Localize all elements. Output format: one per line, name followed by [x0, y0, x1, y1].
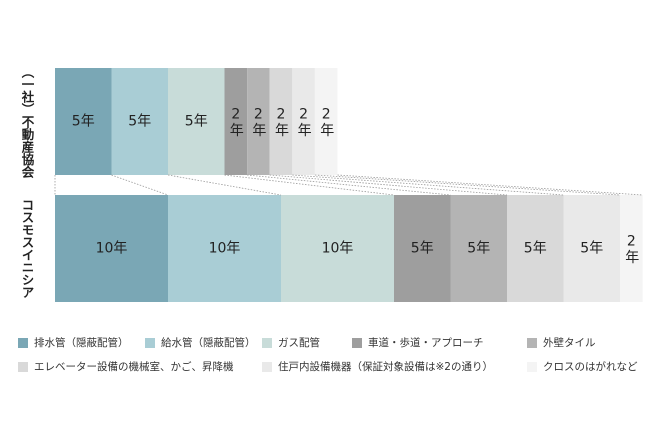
bar-segment — [281, 195, 394, 302]
bar-segment — [563, 195, 620, 302]
connector — [167, 174, 282, 196]
value-label: 5年 — [72, 114, 95, 130]
connector — [247, 174, 451, 196]
legend-swatch — [527, 338, 537, 348]
legend-swatch — [18, 338, 28, 348]
bar-segment — [55, 195, 168, 302]
category-label: （一社）不動産協会 — [20, 65, 35, 178]
value-label: 10年 — [322, 241, 354, 257]
bar-segment — [507, 195, 564, 302]
value-label: 5年 — [411, 241, 434, 257]
bar-segment — [269, 68, 293, 175]
legend-swatch — [527, 362, 537, 372]
bar-segment — [292, 68, 315, 175]
value-label: 5年 — [467, 241, 490, 257]
category-label: コスモスイニシア — [20, 199, 35, 299]
value-label: 2年 — [296, 107, 312, 137]
connector — [269, 174, 508, 196]
legend-label: 給水管（隠蔽配管） — [161, 336, 256, 349]
legend-label: 車道・歩道・アプローチ — [368, 336, 484, 349]
legend-label: エレベーター設備の機械室、かご、昇降機 — [34, 360, 234, 373]
bar-segment — [168, 195, 281, 302]
connector — [292, 174, 564, 196]
legend-swatch — [145, 338, 155, 348]
bar-segment — [111, 68, 168, 175]
value-label: 2年 — [250, 107, 266, 137]
legend-label: 排水管（隠蔽配管） — [34, 336, 129, 349]
connector — [224, 174, 395, 196]
bar-segment — [450, 195, 507, 302]
bar-segment — [168, 68, 225, 175]
legend-swatch — [262, 362, 272, 372]
legend-swatch — [262, 338, 272, 348]
value-label: 5年 — [524, 241, 547, 257]
bar-segment — [394, 195, 451, 302]
bar-segment — [314, 68, 338, 175]
connector — [337, 174, 643, 196]
value-label: 2年 — [273, 107, 289, 137]
legend-swatch — [352, 338, 362, 348]
bar-segment — [247, 68, 270, 175]
legend-label: ガス配管 — [278, 336, 320, 349]
value-label: 5年 — [580, 241, 603, 257]
legend-swatch — [18, 362, 28, 372]
bar-segment — [55, 68, 112, 175]
value-label: 2年 — [623, 234, 639, 264]
bar-segment — [620, 195, 643, 302]
value-label: 5年 — [185, 114, 208, 130]
value-label: 2年 — [318, 107, 334, 137]
legend-label: 住戸内設備機器（保証対象設備は※2の通り） — [278, 360, 493, 373]
value-label: 2年 — [228, 107, 244, 137]
value-label: 5年 — [128, 114, 151, 130]
bar-segment — [224, 68, 248, 175]
legend-label: 外壁タイル — [543, 336, 596, 349]
legend-label: クロスのはがれなど — [543, 360, 638, 373]
value-label: 10年 — [96, 241, 128, 257]
value-label: 10年 — [209, 241, 241, 257]
connector — [111, 174, 169, 196]
